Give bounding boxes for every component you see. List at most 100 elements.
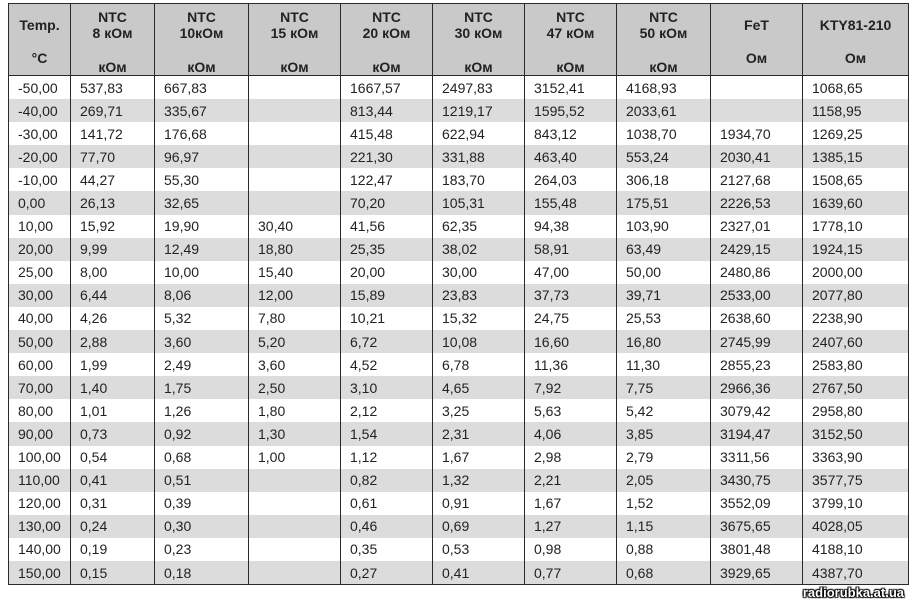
table-cell: 0,61 [340, 491, 433, 515]
table-cell: 2855,23 [710, 353, 803, 377]
table-cell: 3194,47 [710, 422, 803, 446]
table-cell: 62,35 [432, 214, 525, 238]
header-subtitle: 10кОм [179, 25, 224, 41]
table-row: 150,00 0,15 0,18 0,27 0,41 0,77 0,68 3929,65 438… [8, 560, 909, 586]
table-cell: 0,15 [70, 560, 155, 586]
table-row: 30,00 6,44 8,06 12,00 15,89 23,83 37,73 39,71 25… [8, 283, 909, 307]
table-cell: 2497,83 [432, 75, 525, 100]
table-cell: 60,00 [8, 353, 71, 377]
table-cell: 1,99 [70, 353, 155, 377]
table-cell: 50,00 [8, 330, 71, 354]
table-cell: 7,80 [248, 306, 341, 331]
table-cell: 183,70 [432, 168, 525, 192]
table-cell: 2,05 [616, 468, 711, 492]
table-cell: 7,75 [616, 376, 711, 400]
header-ntc-10k: NTC 10кОм кОм [154, 3, 249, 76]
table-cell: 269,71 [70, 99, 155, 123]
table-cell: 5,20 [248, 330, 341, 354]
table-cell: 5,32 [154, 306, 249, 331]
table-cell: 2745,99 [710, 330, 803, 354]
table-cell: 0,46 [340, 514, 433, 538]
table-cell: 3363,90 [802, 445, 909, 469]
table-cell: 1,40 [70, 376, 155, 400]
table-cell: 415,48 [340, 122, 433, 146]
table-body: -50,00 537,83 667,83 1667,57 2497,83 3152,41 4… [8, 75, 909, 586]
table-cell: 175,51 [616, 191, 711, 215]
table-cell: 94,38 [524, 214, 617, 238]
table-cell: 141,72 [70, 122, 155, 146]
table-cell: 2030,41 [710, 145, 803, 169]
table-cell: 37,73 [524, 283, 617, 307]
table-cell: 6,44 [70, 283, 155, 307]
table-cell: 30,00 [432, 260, 525, 284]
watermark-text: radiorubka.at.ua [802, 585, 904, 600]
table-cell: 10,00 [154, 260, 249, 284]
table-cell: 2,12 [340, 399, 433, 423]
table-row: 110,00 0,41 0,51 0,82 1,32 2,21 2,05 3430,75 357… [8, 468, 909, 492]
header-temp-title: Temp. [19, 17, 60, 33]
header-ntc-30k: NTC 30 кОм кОм [432, 3, 525, 76]
table-cell: 70,00 [8, 376, 71, 400]
table-cell [248, 122, 341, 146]
table-cell: 4,52 [340, 353, 433, 377]
table-cell: 2407,60 [802, 330, 909, 354]
table-cell: 4,06 [524, 422, 617, 446]
table-cell: 3,25 [432, 399, 525, 423]
table-row: 50,00 2,88 3,60 5,20 6,72 10,08 16,60 16,80 2745… [8, 330, 909, 354]
table-cell: 44,27 [70, 168, 155, 192]
table-cell: 140,00 [8, 537, 71, 561]
table-cell: 1068,65 [802, 75, 909, 100]
table-cell [248, 75, 341, 100]
table-cell [248, 514, 341, 538]
header-subtitle: 8 кОм [92, 25, 133, 41]
table-cell: 331,88 [432, 145, 525, 169]
header-subtitle: 47 кОм [546, 25, 595, 41]
table-cell: 1639,60 [802, 191, 909, 215]
table-cell: 2000,00 [802, 260, 909, 284]
table-cell: 130,00 [8, 514, 71, 538]
table-cell: 0,53 [432, 537, 525, 561]
table-row: 130,00 0,24 0,30 0,46 0,69 1,27 1,15 3675,65 402… [8, 514, 909, 538]
table-cell: 0,98 [524, 537, 617, 561]
table-cell: 0,54 [70, 445, 155, 469]
header-subtitle: 20 кОм [362, 25, 411, 41]
table-row: -50,00 537,83 667,83 1667,57 2497,83 3152,41 4… [8, 75, 909, 100]
table-cell [248, 168, 341, 192]
table-row: 80,00 1,01 1,26 1,80 2,12 3,25 5,63 5,42 3079,42… [8, 399, 909, 423]
table-cell: 3675,65 [710, 514, 803, 538]
table-cell: 1,80 [248, 399, 341, 423]
table-cell: 0,88 [616, 537, 711, 561]
table-cell: 1,00 [248, 445, 341, 469]
table-cell: 622,94 [432, 122, 525, 146]
table-cell: -20,00 [8, 145, 71, 169]
table-cell: 1,27 [524, 514, 617, 538]
table-cell: 3,60 [248, 353, 341, 377]
table-cell: 1,12 [340, 445, 433, 469]
table-cell: 15,32 [432, 306, 525, 331]
header-title: NTC [464, 9, 493, 25]
table-cell: 463,40 [524, 145, 617, 169]
table-cell: 32,65 [154, 191, 249, 215]
table-cell: 3311,56 [710, 445, 803, 469]
table-cell: 1778,10 [802, 214, 909, 238]
table-cell: 39,71 [616, 283, 711, 307]
table-cell: 2,50 [248, 376, 341, 400]
table-cell: 55,30 [154, 168, 249, 192]
table-cell: 0,91 [432, 491, 525, 515]
table-cell: 2638,60 [710, 306, 803, 331]
table-cell: 3430,75 [710, 468, 803, 492]
table-cell: 335,67 [154, 99, 249, 123]
table-cell: 0,68 [154, 445, 249, 469]
table-cell: 90,00 [8, 422, 71, 446]
table-cell: 1269,25 [802, 122, 909, 146]
header-unit: кОм [464, 59, 493, 75]
header-unit: Ом [745, 50, 768, 66]
table-cell: 30,00 [8, 283, 71, 307]
table-cell: 2238,90 [802, 306, 909, 331]
table-cell: 10,08 [432, 330, 525, 354]
header-unit: Ом [844, 50, 867, 66]
table-cell: 80,00 [8, 399, 71, 423]
table-cell: 813,44 [340, 99, 433, 123]
table-cell: 0,77 [524, 560, 617, 586]
table-row: 60,00 1,99 2,49 3,60 4,52 6,78 11,36 11,30 2855,… [8, 353, 909, 377]
